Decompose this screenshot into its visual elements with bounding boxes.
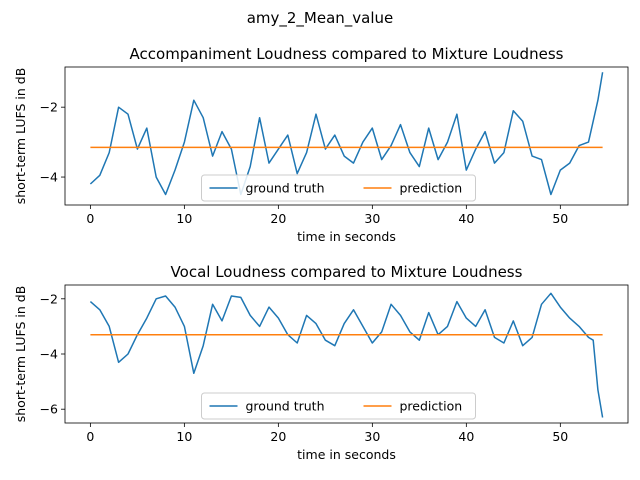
legend-box: [201, 392, 476, 420]
series-line-ground-truth: [89, 72, 604, 196]
plot-frame: [64, 66, 629, 206]
x-tick-label: 10: [176, 429, 192, 444]
x-tick-label: 50: [552, 429, 568, 444]
legend-label: prediction: [400, 181, 463, 196]
x-tick-label: 0: [86, 429, 94, 444]
y-tick-label: −2: [40, 291, 58, 306]
y-axis-label: short-term LUFS in dB: [13, 68, 28, 205]
x-tick-label: 20: [270, 211, 286, 226]
x-tick-label: 40: [458, 211, 474, 226]
x-axis-label: time in seconds: [297, 229, 396, 244]
x-tick-label: 10: [176, 211, 192, 226]
x-tick-label: 20: [270, 429, 286, 444]
x-tick-label: 0: [86, 211, 94, 226]
figure-suptitle: amy_2_Mean_value: [247, 9, 394, 28]
subplot-accompaniment: Accompaniment Loudness compared to Mixtu…: [13, 45, 629, 244]
x-tick-label: 50: [552, 211, 568, 226]
y-tick-label: −6: [40, 402, 58, 417]
legend-label: ground truth: [246, 399, 325, 414]
x-tick-label: 30: [364, 211, 380, 226]
legend-label: ground truth: [246, 181, 325, 196]
x-tick-label: 30: [364, 429, 380, 444]
subplot-title: Accompaniment Loudness compared to Mixtu…: [130, 45, 564, 63]
legend: ground truth prediction: [201, 392, 476, 420]
y-tick-label: −2: [40, 100, 58, 115]
legend-box: [201, 174, 476, 202]
subplot-vocal: Vocal Loudness compared to Mixture Loudn…: [13, 263, 629, 462]
x-axis-label: time in seconds: [297, 447, 396, 462]
series-line-ground-truth: [89, 292, 604, 418]
legend-label: prediction: [400, 399, 463, 414]
y-axis-label: short-term LUFS in dB: [13, 286, 28, 423]
legend: ground truth prediction: [201, 174, 476, 202]
y-tick-label: −4: [40, 170, 58, 185]
subplot-title: Vocal Loudness compared to Mixture Loudn…: [171, 263, 523, 281]
y-tick-label: −4: [40, 347, 58, 362]
x-tick-label: 40: [458, 429, 474, 444]
